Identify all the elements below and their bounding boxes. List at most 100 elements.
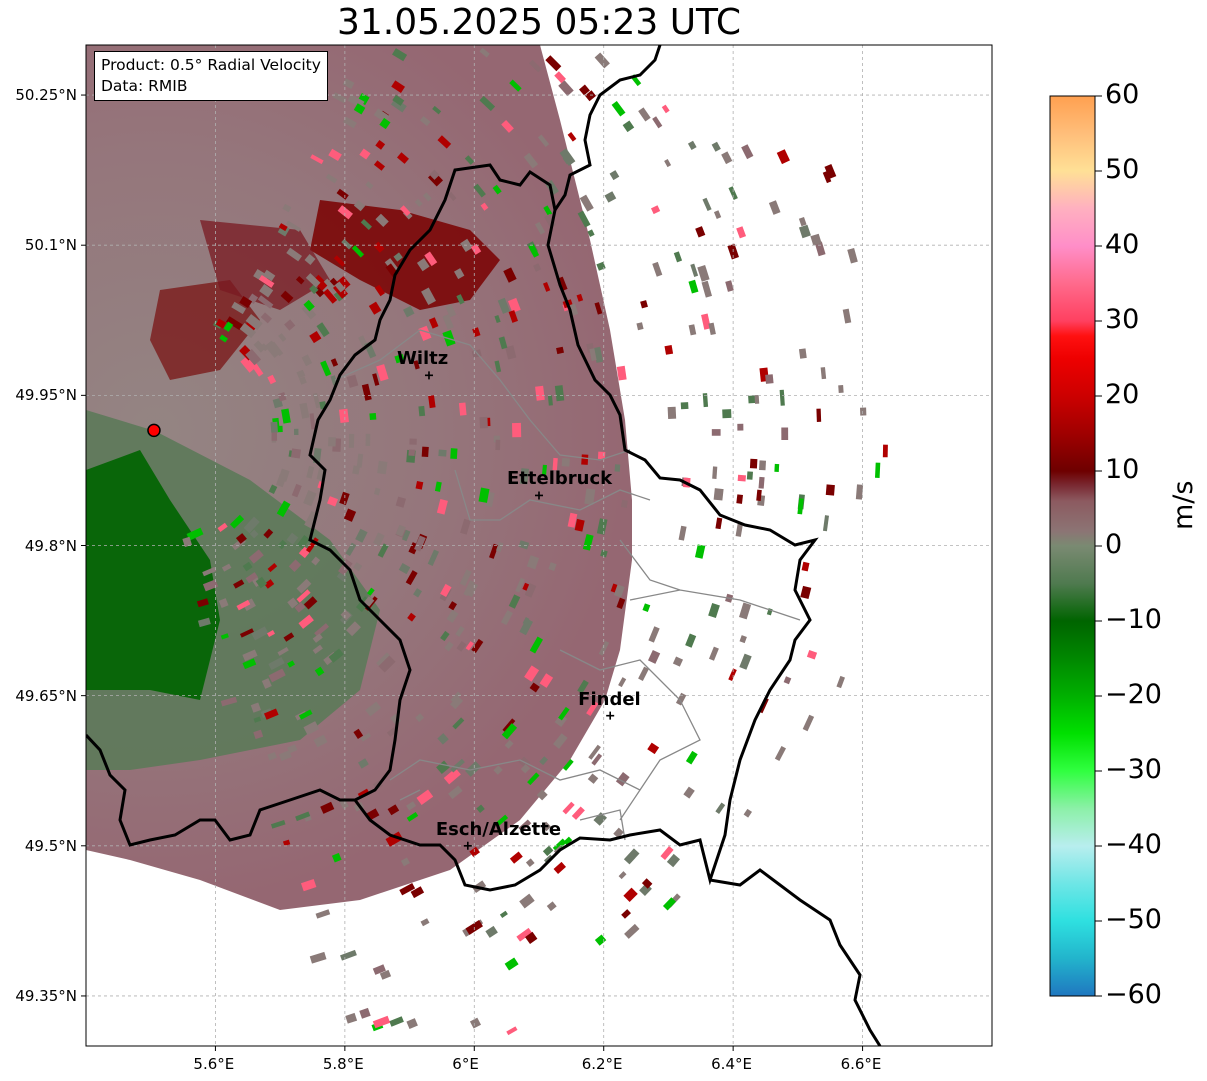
radar-bin xyxy=(594,934,607,946)
radar-bin xyxy=(525,931,538,944)
radar-bin xyxy=(638,107,651,122)
radar-bin xyxy=(739,635,747,644)
radar-bin xyxy=(501,119,514,133)
radar-bin xyxy=(301,304,317,320)
radar-bin xyxy=(253,716,262,723)
radar-bin xyxy=(822,515,829,532)
radar-bin xyxy=(220,696,238,707)
radar-bin xyxy=(391,80,406,93)
radar-bin xyxy=(245,314,263,331)
radar-bin xyxy=(418,325,432,341)
radar-bin xyxy=(673,251,683,263)
radar-bin xyxy=(340,609,352,621)
radar-bin xyxy=(579,84,590,96)
radar-bin xyxy=(405,570,418,586)
radar-bin xyxy=(574,518,585,532)
radar-bin xyxy=(312,644,323,655)
echo-area-outbound-strong xyxy=(310,200,500,310)
radar-bin xyxy=(244,320,257,333)
radar-bin xyxy=(539,673,554,688)
city-label: Findel xyxy=(578,688,641,710)
radar-bin xyxy=(343,508,357,522)
radar-bin xyxy=(377,543,389,558)
radar-bin xyxy=(547,395,553,406)
radar-bin xyxy=(239,628,254,638)
radar-bin xyxy=(509,79,522,92)
radar-bin xyxy=(221,563,232,572)
radar-bin xyxy=(702,197,712,212)
radar-bin xyxy=(401,529,411,542)
radar-bin xyxy=(623,848,640,865)
radar-bin xyxy=(620,499,628,508)
city-marker xyxy=(463,841,472,850)
radar-bin xyxy=(604,191,617,203)
radar-bin xyxy=(661,104,670,114)
radar-bin xyxy=(378,655,396,673)
radar-bin xyxy=(512,422,522,438)
radar-bin xyxy=(708,322,716,336)
radar-bin xyxy=(353,562,363,572)
radar-bin xyxy=(554,71,566,84)
radar-bin xyxy=(267,752,277,761)
radar-bin xyxy=(278,333,287,342)
radar-bin xyxy=(479,416,488,429)
radar-bin xyxy=(652,116,663,129)
colorbar-tick-label: −60 xyxy=(1105,979,1162,1010)
radar-bin xyxy=(735,522,743,537)
lon-tick-label: 5.6°E xyxy=(193,1055,235,1073)
radar-bin xyxy=(460,518,471,535)
radar-bin xyxy=(336,188,349,200)
radar-bin xyxy=(743,808,752,818)
radar-bin xyxy=(419,116,431,127)
radar-bin xyxy=(304,254,316,266)
radar-bin xyxy=(249,529,259,539)
radar-bin xyxy=(613,584,625,598)
radar-bin xyxy=(253,340,266,353)
radar-bin xyxy=(283,632,295,642)
radar-bin xyxy=(353,103,366,115)
radar-bin xyxy=(725,280,734,292)
radar-bin xyxy=(374,284,386,297)
radar-bin xyxy=(306,465,315,479)
radar-bin xyxy=(615,772,630,787)
radar-bin xyxy=(399,883,416,896)
radar-bin xyxy=(240,355,257,373)
radar-bin xyxy=(342,78,355,89)
radar-bin xyxy=(229,514,245,529)
radar-bin xyxy=(847,248,858,264)
radar-bin xyxy=(242,658,257,670)
radar-bin xyxy=(576,293,584,302)
lat-tick-label: 49.8°N xyxy=(24,536,77,555)
radar-bin xyxy=(357,758,369,769)
radar-bin xyxy=(739,653,752,670)
radar-bin xyxy=(395,496,407,508)
radar-bin xyxy=(287,660,296,668)
radar-bin xyxy=(825,484,835,496)
radar-bin xyxy=(286,247,303,262)
radar-bin xyxy=(375,139,386,150)
radar-bin xyxy=(325,173,338,184)
radar-bin xyxy=(525,858,535,868)
echo-area-outbound-core-west xyxy=(150,280,260,380)
radar-bin xyxy=(690,263,699,277)
radar-bin xyxy=(614,464,621,472)
radar-bin xyxy=(768,200,781,215)
radar-bin xyxy=(413,360,420,370)
radar-bin xyxy=(277,646,289,656)
radar-bin xyxy=(333,255,346,267)
radar-bin xyxy=(541,821,552,832)
radar-bin xyxy=(496,541,504,553)
radar-bin xyxy=(664,344,674,355)
radar-bin xyxy=(652,261,663,277)
colorbar-tick-label: 20 xyxy=(1105,379,1140,410)
radar-bin xyxy=(712,466,718,479)
radar-bin xyxy=(542,845,554,857)
radar-bin xyxy=(736,226,747,239)
radar-bin xyxy=(543,281,551,292)
radar-bin xyxy=(562,759,574,771)
radar-bin xyxy=(571,806,585,820)
radar-bin xyxy=(336,276,351,291)
radar-bin xyxy=(781,427,789,441)
radar-bin xyxy=(416,789,434,805)
radar-bin xyxy=(874,462,881,478)
